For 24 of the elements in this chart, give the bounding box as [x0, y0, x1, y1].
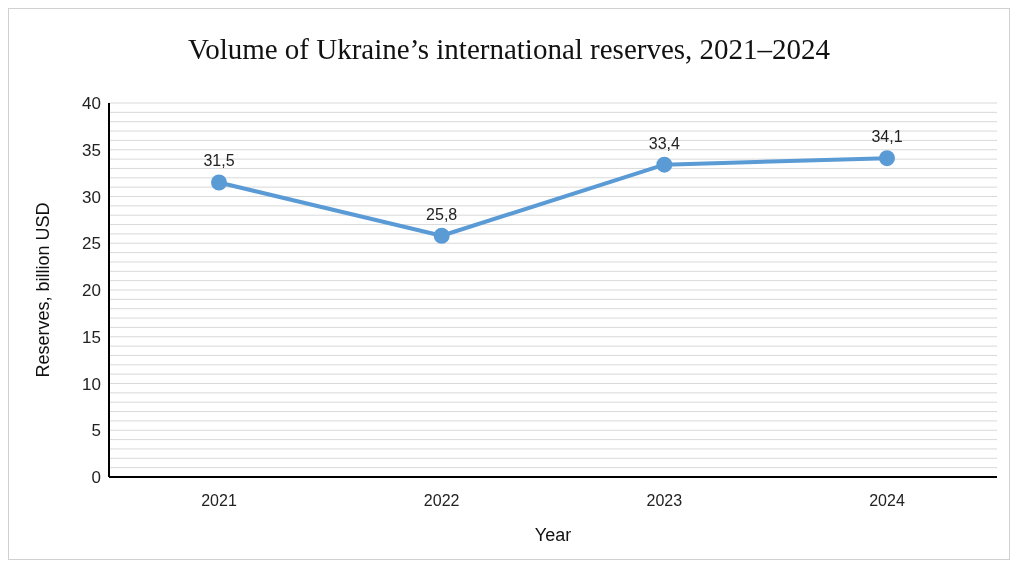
data-label: 31,5 [203, 152, 235, 170]
y-tick-label: 15 [82, 327, 101, 347]
point [433, 227, 450, 244]
y-axis-title: Reserves, billion USD [33, 202, 54, 378]
point [656, 156, 673, 173]
x-tick-label: 2021 [201, 492, 237, 510]
data-label: 34,1 [871, 128, 903, 146]
y-tick-label: 10 [82, 374, 101, 394]
x-tick-label: 2023 [646, 492, 683, 510]
data-label: 33,4 [648, 134, 681, 152]
x-axis-title: Year [534, 525, 572, 545]
y-tick-label: 30 [82, 187, 101, 207]
y-tick-label: 25 [82, 234, 101, 254]
point [211, 174, 227, 191]
point [879, 150, 895, 167]
y-tick-label: 40 [82, 94, 101, 114]
y-tick-label: 0 [91, 468, 101, 488]
x-tick-label: 2024 [869, 492, 905, 510]
x-tick-label: 2022 [423, 492, 460, 510]
y-tick-label: 35 [82, 140, 101, 160]
y-tick-label: 5 [91, 421, 101, 441]
y-tick-label: 20 [82, 281, 101, 301]
data-label: 25,8 [426, 205, 458, 223]
chart-title: Volume of Ukraine’s international reserves, 2021–2024 [186, 32, 832, 67]
